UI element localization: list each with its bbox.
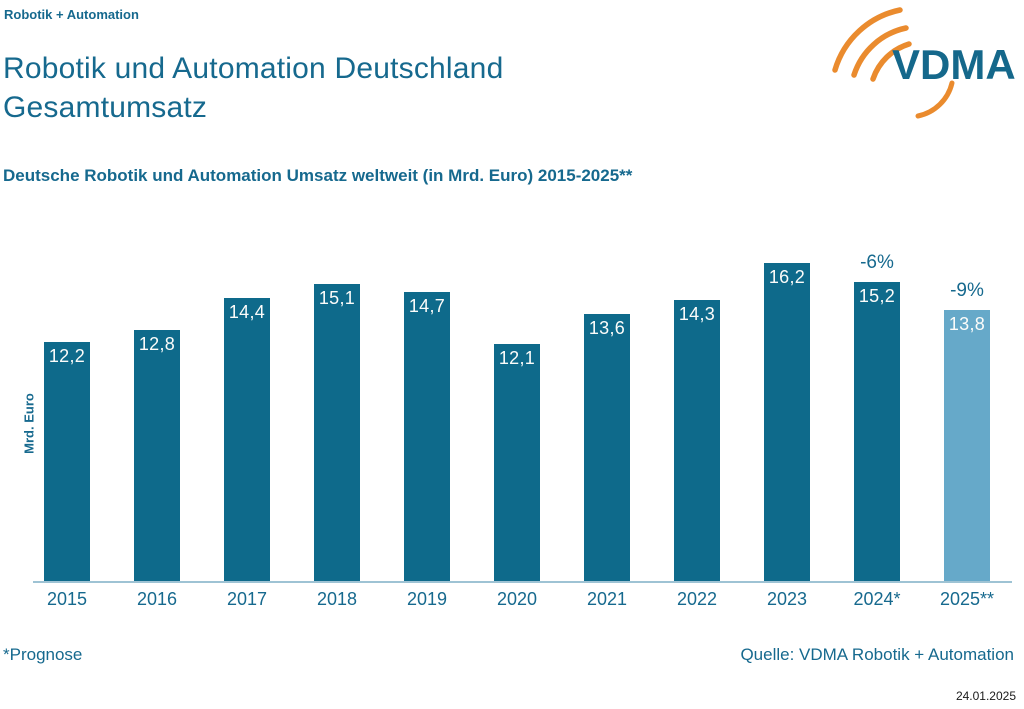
bar: 14,3: [674, 300, 720, 583]
bar-column: 14,4: [202, 233, 292, 583]
bar: 12,8: [134, 330, 180, 583]
page-title-line2: Gesamtumsatz: [3, 91, 208, 124]
bar-value-label: 14,3: [678, 304, 716, 324]
x-axis-label: 2015: [46, 589, 88, 609]
bar: 14,4: [224, 298, 270, 583]
bar: 12,1: [494, 344, 540, 583]
bar-value-label: 12,8: [138, 334, 176, 354]
x-axis-label: 2018: [316, 589, 358, 609]
bar-value-label: 13,8: [948, 314, 986, 334]
bar-value-label: 12,1: [498, 348, 536, 368]
bar-column: 12,8: [112, 233, 202, 583]
bar-value-label: 16,2: [768, 267, 806, 287]
logo-arc-middle: [851, 25, 909, 78]
bar-column: 12,1: [472, 233, 562, 583]
bar: 15,2: [854, 282, 900, 583]
x-axis-label: 2021: [586, 589, 628, 609]
x-axis-label: 2022: [676, 589, 718, 609]
bar-value-label: 15,1: [318, 288, 356, 308]
bar-column: 14,3: [652, 233, 742, 583]
bar-value-label: 15,2: [858, 286, 896, 306]
source-credit: Quelle: VDMA Robotik + Automation: [740, 645, 1014, 664]
x-axis-line: [33, 581, 1012, 583]
page-title-line1: Robotik und Automation Deutschland: [3, 52, 504, 85]
bar: 13,8: [944, 310, 990, 583]
x-axis-label: 2023: [766, 589, 808, 609]
x-axis-label: 2017: [226, 589, 268, 609]
bar-column: -6% 15,2: [832, 233, 922, 583]
bar-annotation: -6%: [860, 252, 894, 273]
bar-column: -9% 13,8: [922, 233, 1012, 583]
footnote: *Prognose: [3, 645, 83, 664]
bar-value-label: 12,2: [48, 346, 86, 366]
x-axis-label: 2019: [406, 589, 448, 609]
x-axis-label: 2016: [136, 589, 178, 609]
x-axis-label: 2024*: [853, 589, 901, 609]
bar-column: 14,7: [382, 233, 472, 583]
bar-column: 15,1: [292, 233, 382, 583]
bar: 12,2: [44, 342, 90, 583]
chart-title: Deutsche Robotik und Automation Umsatz w…: [3, 166, 633, 185]
bar: 13,6: [584, 314, 630, 583]
bar-annotation: -9%: [950, 280, 984, 301]
vdma-logo: VDMA: [832, 7, 1016, 119]
x-axis-label: 2025**: [939, 589, 995, 609]
bar-value-label: 14,7: [408, 296, 446, 316]
logo-arc-inner: [870, 41, 912, 82]
bar: 16,2: [764, 263, 810, 583]
bar-column: 13,6: [562, 233, 652, 583]
bar-value-label: 13,6: [588, 318, 626, 338]
date-label: 24.01.2025: [955, 689, 1016, 703]
bar: 15,1: [314, 284, 360, 583]
logo-text: VDMA: [892, 41, 1016, 88]
logo-arc-swoosh: [915, 80, 955, 119]
logo-arc-outer: [832, 7, 903, 73]
bar: 14,7: [404, 292, 450, 583]
bar-value-label: 14,4: [228, 302, 266, 322]
bar-column: 12,2: [22, 233, 112, 583]
x-axis-label: 2020: [496, 589, 538, 609]
plot-area: 12,2 12,8 14,4 15,1 14,7 12,1 13,6 14,3 16,2 -6% 1…: [22, 233, 1012, 583]
x-axis-labels: 2015 2016 2017 2018 2019 2020 2021 2022 2023 2024…: [22, 589, 1012, 610]
brand-label: Robotik + Automation: [4, 7, 139, 22]
bar-column: 16,2: [742, 233, 832, 583]
page-title: Robotik und Automation Deutschland Gesam…: [3, 49, 503, 127]
